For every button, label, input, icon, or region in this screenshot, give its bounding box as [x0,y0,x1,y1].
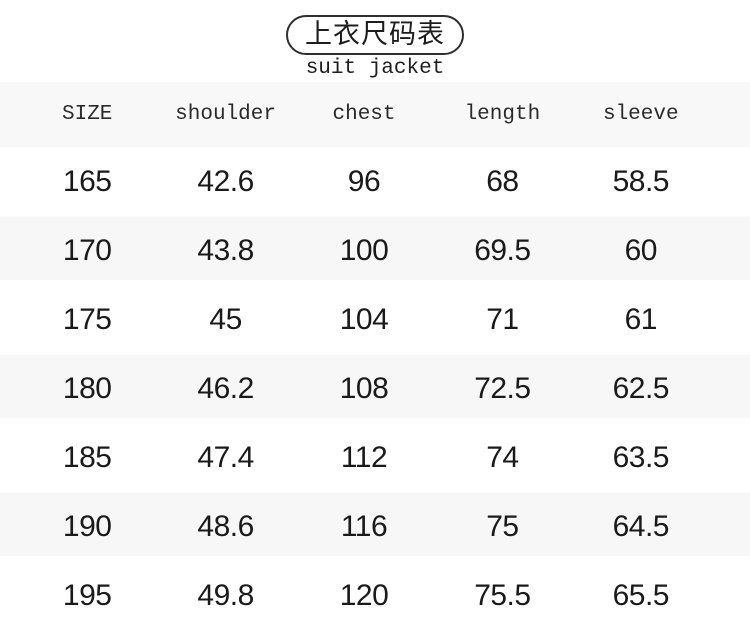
table-row: 195 49.8 120 75.5 65.5 [0,561,750,630]
cell-length: 75 [486,509,519,543]
cell-sleeve: 62.5 [612,371,670,405]
cell-size: 195 [62,578,112,612]
cell-sleeve: 58.5 [612,164,670,198]
table-row: 190 48.6 116 75 64.5 [0,492,750,561]
cell-shoulder: 48.6 [197,509,254,543]
cell-chest: 108 [339,371,389,405]
cell-sleeve: 60 [624,233,658,267]
table-row: 185 47.4 112 74 63.5 [0,423,750,492]
cell-sleeve: 64.5 [612,509,670,543]
table-row: 180 46.2 108 72.5 62.5 [0,354,750,423]
cell-length: 72.5 [474,371,531,405]
cell-shoulder: 42.6 [197,164,254,198]
page-title: 上衣尺码表 [305,19,445,50]
cell-shoulder: 46.2 [197,371,254,405]
cell-chest: 96 [347,164,381,198]
cell-chest: 120 [339,578,389,612]
cell-length: 75.5 [474,578,531,612]
table-row: 175 45 104 71 61 [0,285,750,354]
cell-sleeve: 63.5 [612,440,670,474]
header-cell-sleeve: sleeve [602,103,679,126]
table-row: 170 43.8 100 69.5 60 [0,216,750,285]
header-cell-size: SIZE [61,103,113,126]
cell-size: 165 [62,164,112,198]
cell-sleeve: 65.5 [612,578,670,612]
cell-shoulder: 47.4 [197,440,254,474]
cell-chest: 112 [340,440,388,474]
header-cell-chest: chest [332,103,396,126]
page-subtitle: suit jacket [305,57,445,80]
cell-chest: 116 [340,509,388,543]
cell-shoulder: 43.8 [197,233,254,267]
cell-shoulder: 49.8 [197,578,254,612]
cell-length: 71 [486,302,519,336]
header-cell-length: length [464,103,541,126]
table-header-row: SIZE shoulder chest length sleeve [0,82,750,147]
table-body: 165 42.6 96 68 58.5 170 43.8 100 69.5 60… [0,147,750,630]
cell-length: 69.5 [474,233,531,267]
cell-length: 74 [486,440,519,474]
cell-size: 190 [62,509,112,543]
cell-chest: 104 [339,302,389,336]
cell-length: 68 [486,164,519,198]
cell-sleeve: 61 [624,302,658,336]
size-table: SIZE shoulder chest length sleeve 165 42… [0,82,750,630]
cell-size: 180 [62,371,112,405]
cell-size: 185 [62,440,112,474]
title-badge: 上衣尺码表 [286,15,464,55]
header-cell-shoulder: shoulder [175,103,276,126]
cell-size: 170 [62,233,112,267]
cell-chest: 100 [339,233,389,267]
cell-size: 175 [62,302,112,336]
title-block: 上衣尺码表 suit jacket [0,0,750,82]
cell-shoulder: 45 [209,302,242,336]
table-row: 165 42.6 96 68 58.5 [0,147,750,216]
